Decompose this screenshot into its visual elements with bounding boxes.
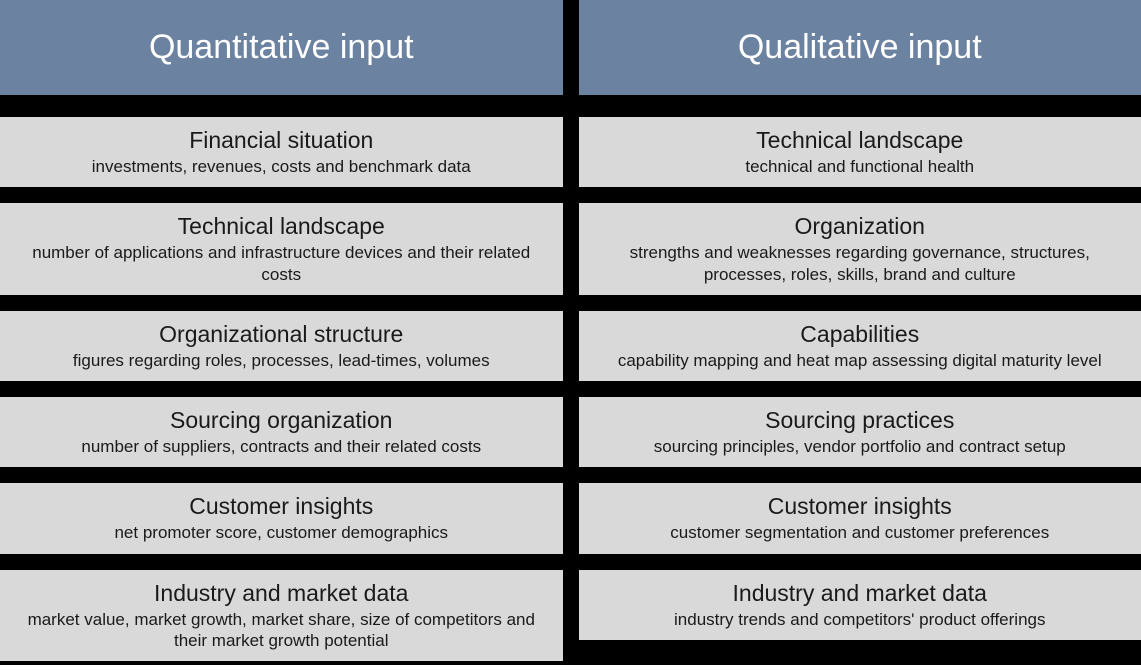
item-title: Organizational structure xyxy=(14,321,549,348)
list-item: Financial situation investments, revenue… xyxy=(0,113,563,191)
item-title: Customer insights xyxy=(593,493,1128,520)
item-title: Technical landscape xyxy=(593,127,1128,154)
item-title: Organization xyxy=(593,213,1128,240)
list-item: Capabilities capability mapping and heat… xyxy=(579,307,1141,385)
item-desc: investments, revenues, costs and benchma… xyxy=(14,156,549,177)
item-title: Technical landscape xyxy=(14,213,549,240)
quantitative-column: Quantitative input Financial situation i… xyxy=(0,0,563,665)
list-item: Sourcing practices sourcing principles, … xyxy=(579,393,1141,471)
list-item: Organization strengths and weaknesses re… xyxy=(579,199,1141,299)
qualitative-column: Qualitative input Technical landscape te… xyxy=(579,0,1141,665)
item-title: Industry and market data xyxy=(14,580,549,607)
quantitative-header: Quantitative input xyxy=(0,0,563,105)
item-title: Sourcing organization xyxy=(14,407,549,434)
item-desc: industry trends and competitors' product… xyxy=(593,609,1128,630)
item-desc: net promoter score, customer demographic… xyxy=(14,522,549,543)
item-desc: technical and functional health xyxy=(593,156,1128,177)
item-desc: customer segmentation and customer prefe… xyxy=(593,522,1128,543)
list-item: Customer insights customer segmentation … xyxy=(579,479,1141,557)
item-desc: figures regarding roles, processes, lead… xyxy=(14,350,549,371)
list-item: Industry and market data industry trends… xyxy=(579,566,1141,644)
item-desc: number of suppliers, contracts and their… xyxy=(14,436,549,457)
list-item: Industry and market data market value, m… xyxy=(0,566,563,666)
item-desc: capability mapping and heat map assessin… xyxy=(593,350,1128,371)
item-title: Capabilities xyxy=(593,321,1128,348)
item-title: Sourcing practices xyxy=(593,407,1128,434)
list-item: Organizational structure figures regardi… xyxy=(0,307,563,385)
list-item: Technical landscape number of applicatio… xyxy=(0,199,563,299)
item-title: Industry and market data xyxy=(593,580,1128,607)
item-desc: sourcing principles, vendor portfolio an… xyxy=(593,436,1128,457)
item-desc: strengths and weaknesses regarding gover… xyxy=(593,242,1128,285)
two-column-table: Quantitative input Financial situation i… xyxy=(0,0,1141,665)
item-title: Customer insights xyxy=(14,493,549,520)
item-desc: market value, market growth, market shar… xyxy=(14,609,549,652)
item-desc: number of applications and infrastructur… xyxy=(14,242,549,285)
list-item: Technical landscape technical and functi… xyxy=(579,113,1141,191)
item-title: Financial situation xyxy=(14,127,549,154)
qualitative-header: Qualitative input xyxy=(579,0,1141,105)
list-item: Sourcing organization number of supplier… xyxy=(0,393,563,471)
list-item: Customer insights net promoter score, cu… xyxy=(0,479,563,557)
